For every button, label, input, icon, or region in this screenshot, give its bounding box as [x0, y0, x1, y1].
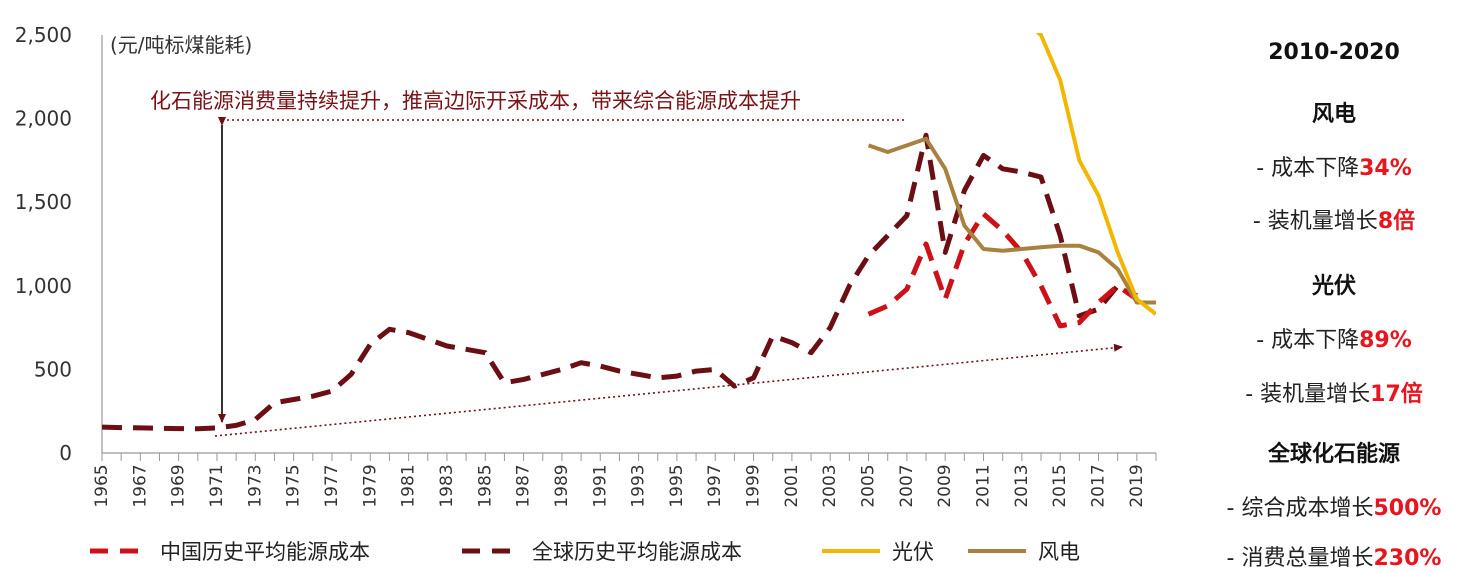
x-tick-label: 2013 — [1012, 464, 1032, 507]
series-line — [102, 132, 1138, 432]
y-tick-label: 1,500 — [15, 190, 72, 214]
legend-label: 中国历史平均能源成本 — [160, 540, 370, 564]
series-layer — [102, 33, 1156, 432]
legend: 中国历史平均能源成本 全球历史平均能源成本 光伏 风电 — [90, 540, 1080, 564]
unit-label: (元/吨标煤能耗) — [110, 33, 252, 57]
pv-capacity-line: - 装机量增长17倍 — [1190, 376, 1478, 408]
axes: 0 500 1,000 1,500 2,000 2,500 1965 1967 1969 1971… — [15, 23, 1157, 508]
pv-title: 光伏 — [1311, 274, 1356, 299]
fossil-total-label: - 消费总量增长 — [1226, 546, 1374, 571]
wind-title: 风电 — [1311, 102, 1356, 127]
legend-label: 风电 — [1038, 540, 1080, 564]
x-tick-label: 2001 — [782, 464, 802, 507]
x-tick-label: 2003 — [820, 464, 840, 507]
pv-cost-label: - 成本下降 — [1256, 328, 1360, 353]
x-tick-label: 1993 — [629, 464, 649, 507]
x-tick-label: 1967 — [130, 464, 150, 507]
wind-capacity-label: - 装机量增长 — [1252, 209, 1378, 234]
x-tick-label: 1965 — [92, 464, 112, 507]
pv-capacity-value: 17倍 — [1370, 382, 1423, 407]
pv-cost-value: 89% — [1359, 328, 1412, 353]
series-line — [867, 136, 1156, 305]
x-tick-label: 2019 — [1127, 464, 1147, 507]
wind-capacity-value: 8倍 — [1377, 209, 1416, 234]
x-tick-label: 1969 — [169, 464, 189, 507]
fossil-total-line: - 消费总量增长230% — [1190, 540, 1478, 572]
x-tick-label: 1987 — [514, 464, 534, 507]
annotation-text: 化石能源消费量持续提升，推高边际开采成本，带来综合能源成本提升 — [150, 89, 801, 113]
fossil-cost-value: 500% — [1373, 496, 1442, 521]
y-tick-label: 500 — [34, 357, 72, 381]
x-tick-label: 1975 — [284, 464, 304, 507]
fossil-title: 全球化石能源 — [1267, 442, 1400, 467]
y-tick-label: 2,000 — [15, 107, 72, 131]
x-tick-label: 1971 — [207, 464, 227, 507]
wind-cost-line: - 成本下降34% — [1190, 150, 1478, 182]
x-tick-label: 1985 — [475, 464, 495, 507]
x-tick-label: 1989 — [552, 464, 572, 507]
x-tick-label: 1981 — [399, 464, 419, 507]
x-tick-label: 2015 — [1050, 464, 1070, 507]
x-tick-label: 2011 — [974, 464, 994, 507]
fossil-cost-label: - 综合成本增长 — [1226, 496, 1374, 521]
x-tick-label: 1995 — [667, 464, 687, 507]
wind-cost-label: - 成本下降 — [1256, 156, 1360, 181]
summary-period: 2010-2020 — [1268, 40, 1400, 65]
x-tick-label: 2007 — [897, 464, 917, 507]
wind-cost-value: 34% — [1359, 156, 1412, 181]
x-tick-label: 2009 — [935, 464, 955, 507]
y-tick-label: 2,500 — [15, 23, 72, 47]
y-tick-label: 1,000 — [15, 274, 72, 298]
x-tick-label: 1979 — [360, 464, 380, 507]
x-tick-label: 1973 — [245, 464, 265, 507]
y-tick-label: 0 — [59, 441, 72, 465]
x-tick-label: 2017 — [1089, 464, 1109, 507]
legend-label: 全球历史平均能源成本 — [532, 540, 742, 564]
x-tick-label: 1983 — [437, 464, 457, 507]
fossil-total-value: 230% — [1373, 546, 1442, 571]
trend-arrow — [214, 343, 1123, 437]
series-line — [867, 211, 1139, 329]
legend-label: 光伏 — [892, 540, 934, 564]
wind-capacity-line: - 装机量增长8倍 — [1190, 203, 1478, 235]
pv-cost-line: - 成本下降89% — [1190, 322, 1478, 354]
summary-panel: 2010-2020 风电 - 成本下降34% - 装机量增长8倍 光伏 - 成本… — [1190, 0, 1478, 572]
annotations: (元/吨标煤能耗) 化石能源消费量持续提升，推高边际开采成本，带来综合能源成本提… — [110, 33, 1123, 437]
series-line — [1035, 33, 1156, 316]
x-tick-label: 1999 — [744, 464, 764, 507]
x-tick-label: 1997 — [705, 464, 725, 507]
fossil-cost-line: - 综合成本增长500% — [1190, 490, 1478, 522]
pv-capacity-label: - 装机量增长 — [1245, 382, 1371, 407]
x-tick-label: 2005 — [859, 464, 879, 507]
x-tick-label: 1977 — [322, 464, 342, 507]
x-tick-label: 1991 — [590, 464, 610, 507]
